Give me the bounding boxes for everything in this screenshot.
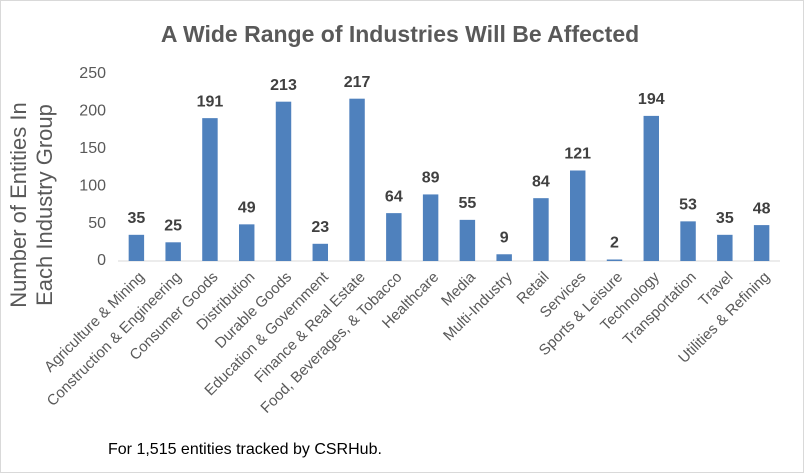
bar xyxy=(238,224,255,261)
value-label: 84 xyxy=(532,173,550,190)
bar xyxy=(202,118,218,261)
bar xyxy=(680,221,696,261)
bar xyxy=(496,254,512,261)
value-label: 217 xyxy=(344,74,371,91)
bar xyxy=(312,243,329,261)
y-tick-label: 50 xyxy=(88,215,106,232)
bar xyxy=(386,213,402,261)
bar xyxy=(459,219,476,261)
value-label: 191 xyxy=(197,93,224,110)
bar xyxy=(128,234,145,261)
value-label: 25 xyxy=(164,218,182,235)
y-tick-label: 0 xyxy=(97,252,106,269)
bar xyxy=(422,194,439,261)
value-label: 194 xyxy=(638,91,665,108)
bar xyxy=(165,242,181,261)
chart-title: A Wide Range of Industries Will Be Affec… xyxy=(161,21,639,47)
value-label: 89 xyxy=(422,170,440,187)
value-label: 121 xyxy=(564,146,591,163)
value-label: 35 xyxy=(716,210,734,227)
value-label: 55 xyxy=(458,195,476,212)
bar xyxy=(753,225,770,261)
value-label: 2 xyxy=(610,235,619,252)
bar xyxy=(533,198,549,261)
value-label: 213 xyxy=(270,77,297,94)
y-tick-label: 250 xyxy=(79,65,106,82)
annotation: For 1,515 entities tracked by CSRHub. xyxy=(108,441,382,458)
value-label: 35 xyxy=(127,210,145,227)
bar xyxy=(569,170,586,261)
value-label: 23 xyxy=(311,219,329,236)
y-tick-label: 100 xyxy=(79,177,106,194)
value-label: 64 xyxy=(385,188,403,205)
y-tick-label: 150 xyxy=(79,140,106,157)
bar xyxy=(717,234,733,261)
value-label: 9 xyxy=(500,229,509,246)
value-label: 49 xyxy=(238,200,256,217)
value-label: 53 xyxy=(679,197,697,214)
bar xyxy=(275,101,292,262)
y-tick-label: 200 xyxy=(79,103,106,120)
bar xyxy=(606,259,623,261)
bar xyxy=(643,115,660,261)
value-label: 48 xyxy=(753,200,771,217)
y-axis-title: Number of Entities In Each Industry Grou… xyxy=(6,102,57,308)
bar xyxy=(349,98,365,262)
